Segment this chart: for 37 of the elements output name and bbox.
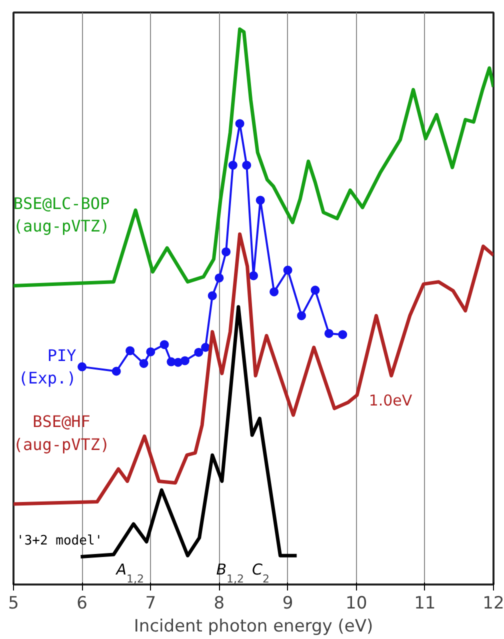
point xyxy=(126,346,135,356)
point xyxy=(222,247,231,256)
point xyxy=(180,356,190,366)
point xyxy=(201,342,210,352)
point xyxy=(249,271,258,280)
series-label: BSE@LC-BOP (aug-pVTZ) xyxy=(13,194,110,236)
point xyxy=(160,340,169,350)
point xyxy=(270,287,279,296)
point xyxy=(146,347,156,356)
series-label: BSE@HF (aug-pVTZ) xyxy=(13,412,110,454)
point xyxy=(338,330,348,340)
x-tick-label: 5 xyxy=(8,594,19,614)
x-tick-label: 11 xyxy=(414,594,436,614)
point xyxy=(235,119,244,128)
x-tick-label: 8 xyxy=(214,594,225,614)
point xyxy=(208,291,217,300)
x-tick-label: 12 xyxy=(482,594,504,614)
point xyxy=(78,362,87,372)
annotation: 1.0eV xyxy=(368,392,413,410)
x-tick-label: 10 xyxy=(346,594,368,614)
point xyxy=(310,286,320,295)
x-axis-title: Incident photon energy (eV) xyxy=(134,616,374,636)
point xyxy=(242,160,252,170)
point xyxy=(112,366,121,376)
point xyxy=(297,311,306,320)
x-tick-label: 9 xyxy=(282,594,294,614)
point xyxy=(139,358,148,368)
point xyxy=(324,328,334,338)
series-label: PIY (Exp.) xyxy=(18,346,77,388)
point xyxy=(214,273,224,282)
point xyxy=(228,160,238,170)
point xyxy=(283,266,292,275)
point xyxy=(256,196,265,205)
series-label: '3+2 model' xyxy=(16,534,103,549)
x-tick-label: 6 xyxy=(76,594,88,614)
point xyxy=(194,348,204,357)
x-tick-label: 7 xyxy=(145,594,156,614)
